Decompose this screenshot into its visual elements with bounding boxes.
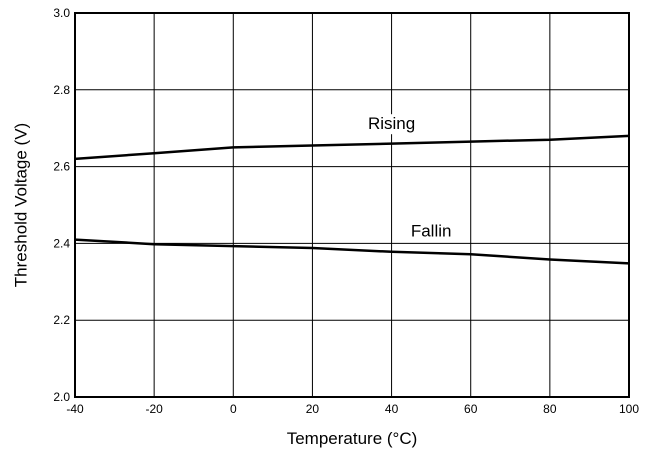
- plot-frame: [74, 12, 630, 398]
- series-line-fallin: [74, 238, 630, 265]
- y-tick-label: 3.0: [53, 6, 70, 20]
- x-axis-title: Temperature (°C): [287, 429, 418, 448]
- y-tick-label: 2.6: [53, 160, 70, 174]
- grid: [74, 12, 630, 398]
- x-tick-label: 60: [464, 402, 478, 416]
- x-tick-label: 80: [543, 402, 557, 416]
- y-tick-label: 2.8: [53, 83, 70, 97]
- series-label-background: [363, 114, 420, 135]
- x-tick-label: 0: [230, 402, 237, 416]
- series-lines: [74, 134, 630, 265]
- series-labels: Rising Fallin: [363, 114, 456, 242]
- x-tick-label: -40: [66, 402, 84, 416]
- y-tick-labels: 2.0 2.2 2.4 2.6 2.8 3.0: [53, 6, 70, 404]
- series-label-rising: Rising: [368, 114, 415, 133]
- y-axis-title: Threshold Voltage (V): [11, 123, 30, 287]
- x-tick-label: 20: [306, 402, 320, 416]
- y-tick-label: 2.0: [53, 390, 70, 404]
- x-tick-label: 100: [619, 402, 639, 416]
- x-tick-label: -20: [145, 402, 163, 416]
- y-tick-label: 2.2: [53, 313, 70, 327]
- y-tick-label: 2.4: [53, 236, 70, 250]
- x-tick-label: 40: [385, 402, 399, 416]
- series-label-fallin: Fallin: [411, 222, 452, 241]
- x-tick-labels: -40 -20 0 20 40 60 80 100: [66, 402, 639, 416]
- series-line-rising: [74, 134, 630, 161]
- series-label-background: [406, 221, 456, 242]
